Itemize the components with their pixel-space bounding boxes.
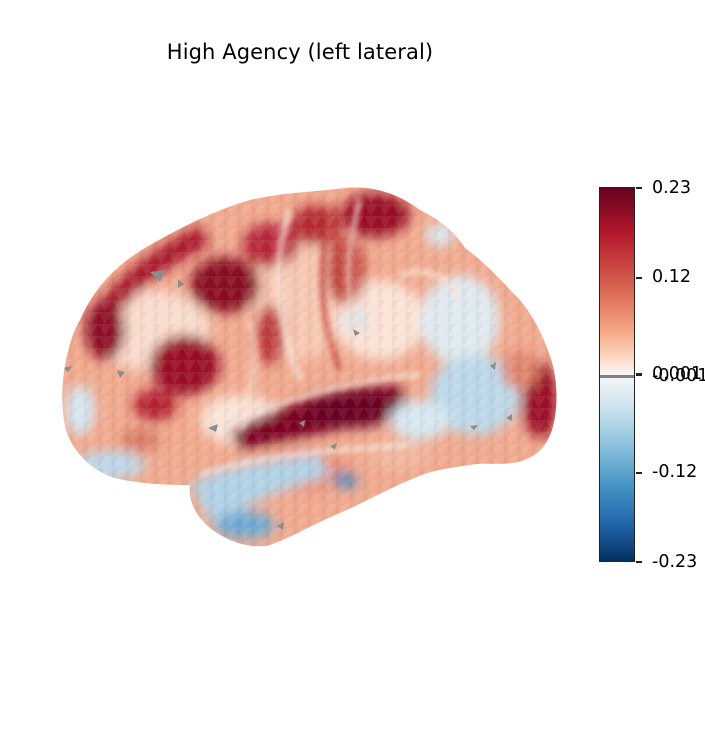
missing-vertex-marks <box>63 270 512 530</box>
colorbar-tick-label: -0.12 <box>652 462 698 482</box>
colorbar-tick <box>636 187 642 189</box>
colorbar-tick <box>636 373 642 376</box>
colorbar-tick-label: 0.23 <box>652 178 691 198</box>
colorbar-tick-label: 0.12 <box>652 267 691 287</box>
brain-surface-plot <box>62 187 557 547</box>
figure-title: High Agency (left lateral) <box>166 40 434 64</box>
brain-hemisphere <box>62 187 557 547</box>
colorbar-tick <box>636 561 642 563</box>
colorbar-tick-label: -0.23 <box>652 552 698 572</box>
colorbar-tick-label: 0.001 <box>652 364 703 384</box>
colorbar-threshold-line <box>600 375 634 378</box>
colorbar-tick <box>636 472 642 474</box>
colorbar-gradient <box>600 188 634 561</box>
colorbar <box>599 187 635 562</box>
colorbar-tick <box>636 277 642 279</box>
colorbar-tick-label: -0.001 <box>652 366 705 386</box>
